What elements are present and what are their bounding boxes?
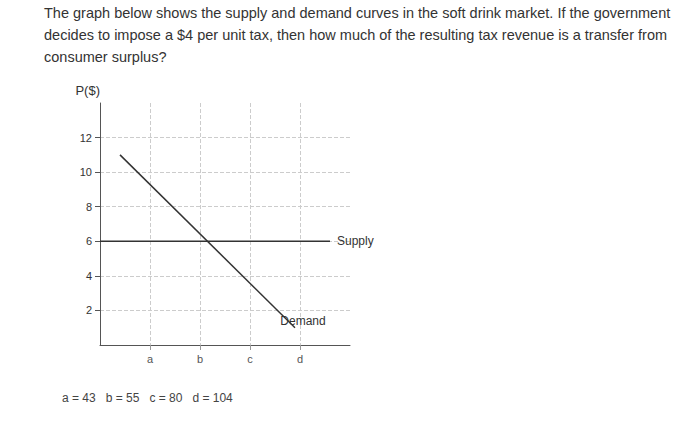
svg-text:2: 2: [86, 304, 92, 316]
svg-text:a: a: [147, 353, 154, 365]
svg-text:b: b: [197, 353, 203, 365]
svg-text:10: 10: [80, 166, 92, 178]
svg-text:d: d: [297, 353, 303, 365]
svg-text:6: 6: [86, 235, 92, 247]
svg-text:8: 8: [86, 201, 92, 213]
html-text:The graph below shows the supp: The graph below shows the supply and dem…: [44, 5, 671, 65]
svg-text:12: 12: [80, 132, 92, 144]
svg-text:Supply: Supply: [337, 234, 374, 248]
svg-text:Demand: Demand: [280, 314, 325, 328]
svg-text:4: 4: [86, 270, 92, 282]
svg-text:P($): P($): [75, 83, 100, 98]
svg-text:a = 43 b = 55 c = 80 d =: a = 43 b = 55 c = 80 d = 104: [62, 391, 233, 405]
svg-text:c: c: [247, 353, 253, 365]
